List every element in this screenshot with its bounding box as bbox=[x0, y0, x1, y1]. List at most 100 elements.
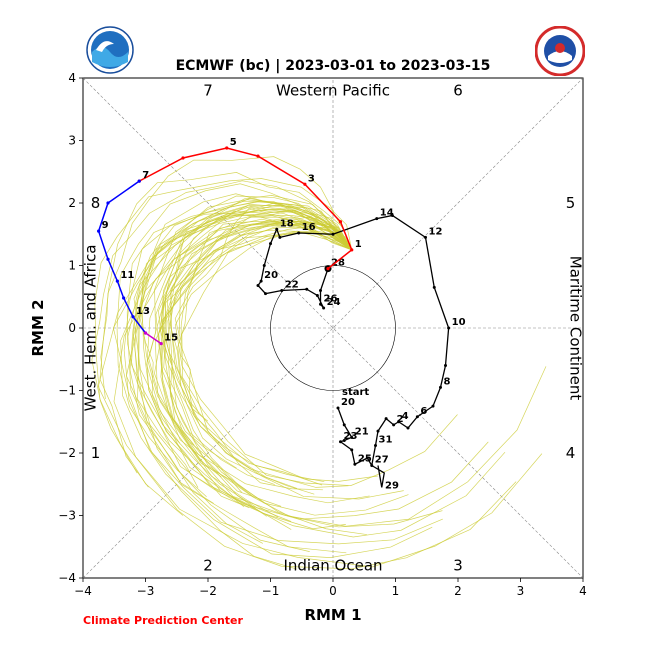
ensemble-member-line bbox=[159, 210, 352, 517]
ensemble-member-line bbox=[134, 216, 353, 530]
ensemble-mean-magenta-line bbox=[145, 332, 162, 345]
ensemble-member-line bbox=[169, 220, 353, 486]
observed-day-label: 12 bbox=[429, 226, 443, 237]
ensemble-member-line bbox=[177, 215, 352, 414]
ensemble-member-line bbox=[158, 209, 353, 498]
ensemble-mean-day-label: 9 bbox=[102, 220, 109, 231]
y-tick-label: −2 bbox=[58, 446, 76, 460]
observed-day-label: 24 bbox=[327, 297, 341, 308]
observed-point bbox=[297, 231, 301, 235]
observed-point bbox=[415, 415, 419, 419]
observed-point bbox=[432, 285, 436, 289]
observed-day-label: 27 bbox=[375, 455, 389, 466]
observed-point bbox=[390, 214, 394, 217]
observed-point bbox=[322, 306, 326, 310]
ensemble-mean-point bbox=[143, 331, 148, 335]
phase-label: 7 bbox=[203, 82, 213, 100]
observed-day-label: 4 bbox=[402, 411, 409, 422]
observed-day-label: 25 bbox=[358, 453, 372, 464]
x-axis-label: RMM 1 bbox=[304, 606, 361, 624]
observed-point bbox=[397, 420, 401, 424]
observed-point bbox=[264, 292, 267, 296]
ensemble-members bbox=[91, 156, 547, 570]
observed-point bbox=[339, 440, 342, 444]
observed-point bbox=[376, 429, 380, 433]
region-label: Maritime Continent bbox=[567, 256, 585, 401]
region-label: West. Hem. and Africa bbox=[82, 245, 100, 412]
observed-point bbox=[342, 423, 346, 427]
observed-point bbox=[336, 406, 340, 410]
observed-day-label: 18 bbox=[280, 218, 294, 229]
ensemble-mean-blue-line bbox=[97, 180, 147, 334]
observed-day-label: 16 bbox=[302, 222, 316, 233]
observed-day-label: 22 bbox=[285, 280, 299, 291]
observed-point bbox=[375, 217, 379, 221]
x-tick-label: 3 bbox=[517, 584, 525, 598]
ensemble-member-line bbox=[163, 231, 409, 516]
ensemble-member-line bbox=[146, 208, 352, 508]
ensemble-mean-day-label: 7 bbox=[142, 170, 149, 181]
y-tick-label: 0 bbox=[68, 321, 76, 335]
ensemble-mean-red-line bbox=[138, 147, 353, 270]
ensemble-mean-point bbox=[256, 154, 260, 158]
phase-label: 2 bbox=[203, 557, 213, 575]
x-tick-label: −4 bbox=[74, 584, 92, 598]
observed-point bbox=[392, 423, 396, 427]
ensemble-member-line bbox=[154, 216, 353, 507]
diagonal-line bbox=[82, 77, 584, 579]
observed-point bbox=[444, 364, 447, 367]
observed-point bbox=[262, 264, 266, 267]
ensemble-mean-point bbox=[338, 220, 343, 224]
observed-point bbox=[447, 326, 451, 330]
ensemble-member-line bbox=[141, 195, 353, 522]
reference-lines bbox=[82, 77, 584, 579]
region-label: Indian Ocean bbox=[283, 557, 382, 575]
phase-label: 1 bbox=[91, 444, 101, 462]
ensemble-member-line bbox=[148, 195, 353, 478]
observed-point bbox=[431, 404, 435, 408]
observed-point bbox=[353, 462, 357, 466]
y-tick-label: −4 bbox=[58, 571, 76, 585]
observed-day-label: 2 bbox=[397, 414, 404, 425]
ensemble-member-line bbox=[126, 218, 506, 538]
ensemble-member-line bbox=[139, 193, 353, 444]
nws-logo-icon bbox=[534, 25, 586, 77]
observed-point bbox=[439, 385, 442, 389]
ensemble-mean-point bbox=[115, 279, 119, 283]
observed-point bbox=[374, 444, 377, 447]
y-tick-label: 4 bbox=[68, 71, 76, 85]
observed-point bbox=[406, 426, 410, 430]
ensemble-member-line bbox=[162, 208, 353, 446]
ensemble-member-line bbox=[127, 206, 352, 554]
observed-day-label: 29 bbox=[385, 480, 399, 491]
observed-point bbox=[350, 448, 354, 452]
observed-point bbox=[275, 227, 279, 231]
observed-day-label: 31 bbox=[379, 435, 393, 446]
x-tick-label: −2 bbox=[199, 584, 217, 598]
observed-point bbox=[269, 242, 272, 246]
phase-label: 6 bbox=[453, 82, 463, 100]
phase-label: 8 bbox=[91, 194, 101, 212]
ensemble-mean-point bbox=[131, 315, 135, 319]
start-label: start bbox=[342, 387, 369, 398]
observed-point bbox=[259, 279, 263, 283]
ensemble-member-line bbox=[113, 199, 443, 545]
ensemble-mean-point bbox=[122, 296, 126, 300]
x-tick-label: −3 bbox=[137, 584, 155, 598]
y-tick-label: 2 bbox=[68, 196, 76, 210]
observed-point bbox=[370, 464, 374, 467]
ensemble-member-line bbox=[129, 214, 353, 544]
ensemble-member-line bbox=[113, 220, 543, 568]
observed-day-label: 28 bbox=[331, 258, 345, 269]
observed-point bbox=[278, 235, 282, 239]
ensemble-mean-point bbox=[159, 342, 163, 346]
observed-day-label: 21 bbox=[355, 426, 369, 437]
ensemble-mean-point bbox=[350, 248, 354, 252]
observed-day-label: 6 bbox=[420, 406, 427, 417]
ensemble-mean-day-label: 3 bbox=[308, 173, 315, 184]
ensemble-mean-point bbox=[181, 156, 185, 160]
observed-point bbox=[331, 232, 335, 236]
